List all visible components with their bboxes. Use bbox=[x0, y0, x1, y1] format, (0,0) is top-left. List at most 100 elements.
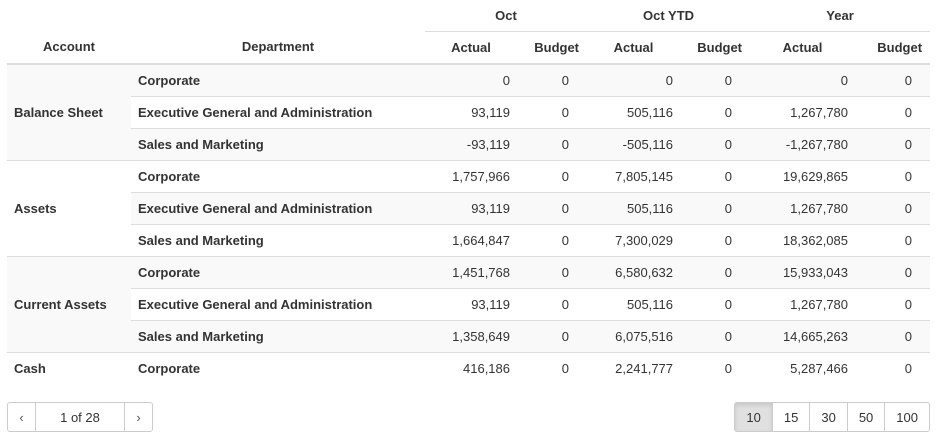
account-cell: Cash bbox=[7, 352, 131, 384]
table-row: Sales and Marketing -93,119 0 -505,116 0 -1,2… bbox=[7, 128, 931, 161]
table-row: Executive General and Administration 93,1… bbox=[7, 96, 931, 129]
department-cell: Sales and Marketing bbox=[131, 224, 425, 257]
actual-cell: 0 bbox=[750, 63, 856, 97]
header-budget: Budget bbox=[855, 31, 931, 65]
budget-cell: 0 bbox=[517, 96, 588, 129]
header-budget: Budget bbox=[517, 31, 588, 65]
page-size-selector: 10 15 30 50 100 bbox=[734, 402, 930, 432]
budget-cell: 0 bbox=[855, 256, 931, 289]
report-table: Account Department Oct Oct YTD Year Actu… bbox=[7, 0, 931, 384]
budget-cell: 0 bbox=[855, 288, 931, 321]
table-row: Executive General and Administration 93,1… bbox=[7, 288, 931, 321]
header-actual: Actual bbox=[587, 31, 681, 65]
budget-cell: 0 bbox=[680, 63, 751, 97]
actual-cell: 1,757,966 bbox=[425, 160, 517, 193]
department-cell: Executive General and Administration bbox=[131, 192, 425, 225]
actual-cell: 6,580,632 bbox=[587, 256, 681, 289]
actual-cell: 1,267,780 bbox=[750, 192, 856, 225]
actual-cell: 505,116 bbox=[587, 288, 681, 321]
budget-cell: 0 bbox=[680, 192, 751, 225]
header-group-oct-ytd: Oct YTD bbox=[642, 8, 695, 23]
actual-cell: 416,186 bbox=[425, 352, 517, 384]
budget-cell: 0 bbox=[855, 160, 931, 193]
table-row: Balance Sheet Corporate 0 0 0 0 0 0 bbox=[7, 63, 931, 161]
actual-cell: 7,805,145 bbox=[587, 160, 681, 193]
header-account: Account bbox=[7, 0, 131, 65]
page-size-30[interactable]: 30 bbox=[809, 403, 846, 431]
budget-cell: 0 bbox=[517, 352, 588, 384]
department-cell: Executive General and Administration bbox=[131, 96, 425, 129]
department-cell: Sales and Marketing bbox=[131, 320, 425, 353]
actual-cell: 7,300,029 bbox=[587, 224, 681, 257]
budget-cell: 0 bbox=[855, 96, 931, 129]
page-indicator: 1 of 28 bbox=[35, 403, 125, 431]
budget-cell: 0 bbox=[517, 63, 588, 97]
budget-cell: 0 bbox=[855, 192, 931, 225]
header-actual: Actual bbox=[750, 31, 856, 65]
actual-cell: -505,116 bbox=[587, 128, 681, 161]
actual-cell: 1,267,780 bbox=[750, 96, 856, 129]
budget-cell: 0 bbox=[517, 128, 588, 161]
actual-cell: 18,362,085 bbox=[750, 224, 856, 257]
budget-cell: 0 bbox=[855, 63, 931, 97]
actual-cell: 1,451,768 bbox=[425, 256, 517, 289]
account-cell: Current Assets bbox=[7, 256, 131, 353]
budget-cell: 0 bbox=[855, 352, 931, 384]
budget-cell: 0 bbox=[680, 96, 751, 129]
department-cell: Corporate bbox=[131, 63, 425, 97]
budget-cell: 0 bbox=[855, 224, 931, 257]
budget-cell: 0 bbox=[680, 256, 751, 289]
budget-cell: 0 bbox=[517, 192, 588, 225]
budget-cell: 0 bbox=[680, 288, 751, 321]
budget-cell: 0 bbox=[517, 256, 588, 289]
actual-cell: 1,664,847 bbox=[425, 224, 517, 257]
actual-cell: 93,119 bbox=[425, 288, 517, 321]
actual-cell: -1,267,780 bbox=[750, 128, 856, 161]
budget-cell: 0 bbox=[517, 224, 588, 257]
actual-cell: 505,116 bbox=[587, 192, 681, 225]
actual-cell: 93,119 bbox=[425, 96, 517, 129]
actual-cell: 15,933,043 bbox=[750, 256, 856, 289]
actual-cell: 5,287,466 bbox=[750, 352, 856, 384]
department-cell: Executive General and Administration bbox=[131, 288, 425, 321]
actual-cell: 6,075,516 bbox=[587, 320, 681, 353]
budget-cell: 0 bbox=[517, 288, 588, 321]
department-cell: Sales and Marketing bbox=[131, 128, 425, 161]
account-cell: Assets bbox=[7, 160, 131, 257]
table-row: Current Assets Corporate 1,451,768 0 6,580,6… bbox=[7, 256, 931, 353]
header-group-oct: Oct bbox=[495, 8, 517, 23]
page-size-10[interactable]: 10 bbox=[735, 403, 772, 431]
actual-cell: -93,119 bbox=[425, 128, 517, 161]
header-department: Department bbox=[131, 0, 425, 65]
next-page-button[interactable]: › bbox=[136, 409, 141, 425]
budget-cell: 0 bbox=[680, 160, 751, 193]
department-cell: Corporate bbox=[131, 256, 425, 289]
prev-page-button[interactable]: ‹ bbox=[19, 409, 24, 425]
budget-cell: 0 bbox=[680, 352, 751, 384]
table-row: Executive General and Administration 93,1… bbox=[7, 192, 931, 225]
actual-cell: 505,116 bbox=[587, 96, 681, 129]
department-cell: Corporate bbox=[131, 160, 425, 193]
table-row: Sales and Marketing 1,664,847 0 7,300,029 0 1… bbox=[7, 224, 931, 257]
page-size-50[interactable]: 50 bbox=[846, 403, 884, 431]
page-size-100[interactable]: 100 bbox=[884, 403, 929, 431]
actual-cell: 14,665,263 bbox=[750, 320, 856, 353]
actual-cell: 1,267,780 bbox=[750, 288, 856, 321]
pagination: ‹ 1 of 28 › bbox=[7, 402, 153, 432]
budget-cell: 0 bbox=[680, 320, 751, 353]
budget-cell: 0 bbox=[680, 128, 751, 161]
budget-cell: 0 bbox=[517, 160, 588, 193]
actual-cell: 0 bbox=[425, 63, 517, 97]
header-actual: Actual bbox=[425, 31, 517, 65]
table-row: Cash Corporate 416,186 0 2,241,777 0 5,287,466… bbox=[7, 352, 931, 384]
actual-cell: 19,629,865 bbox=[750, 160, 856, 193]
actual-cell: 93,119 bbox=[425, 192, 517, 225]
actual-cell: 1,358,649 bbox=[425, 320, 517, 353]
actual-cell: 2,241,777 bbox=[587, 352, 681, 384]
page-size-15[interactable]: 15 bbox=[771, 403, 809, 431]
budget-cell: 0 bbox=[517, 320, 588, 353]
department-cell: Corporate bbox=[131, 352, 425, 384]
budget-cell: 0 bbox=[855, 320, 931, 353]
budget-cell: 0 bbox=[680, 224, 751, 257]
header-group-year: Year bbox=[826, 8, 854, 23]
